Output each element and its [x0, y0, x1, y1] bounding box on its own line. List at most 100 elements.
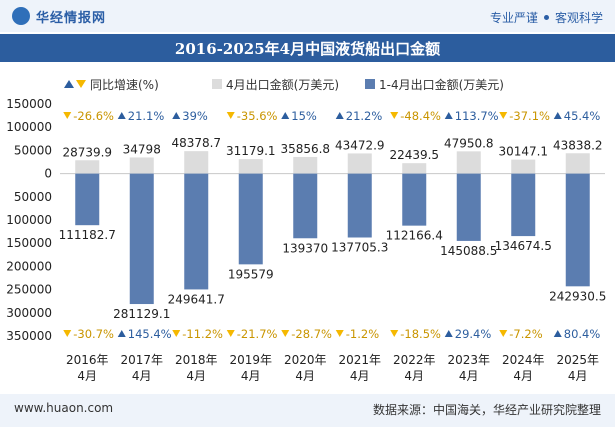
data-label-cumulative: 145088.5: [440, 244, 497, 258]
yoy-label-monthly: 113.7%: [455, 109, 499, 123]
yoy-cumulative-up-icon: [444, 330, 453, 337]
y-tick-label: 0: [44, 167, 52, 181]
data-label-cumulative: 242930.5: [549, 289, 606, 303]
data-label-monthly: 31179.1: [226, 144, 276, 158]
bar-cumulative: [565, 173, 590, 287]
yoy-label-cumulative: -30.7%: [73, 327, 114, 341]
bar-monthly: [511, 159, 536, 174]
bar-cumulative: [75, 173, 100, 226]
data-label-monthly: 22439.5: [389, 148, 439, 162]
yoy-cumulative-up-icon: [117, 330, 126, 337]
data-label-monthly: 48378.7: [171, 136, 221, 150]
data-label-cumulative: 249641.7: [168, 292, 225, 306]
bar-monthly: [293, 156, 318, 174]
bar-cumulative: [238, 173, 263, 265]
tagline-right: 客观科学: [554, 11, 603, 25]
x-tick-label-month: 4月: [77, 369, 97, 383]
yoy-label-cumulative: -11.2%: [182, 327, 223, 341]
legend-cumulative-label: 1-4月出口金额(万美元): [379, 77, 504, 92]
x-tick-label-year: 2017年: [120, 353, 163, 367]
brand-logo-icon: [12, 7, 30, 25]
x-tick-label-year: 2022年: [393, 353, 436, 367]
data-label-monthly: 34798: [123, 142, 161, 156]
bar-cumulative: [402, 173, 427, 226]
x-tick-label-month: 4月: [459, 369, 479, 383]
bar-monthly: [75, 160, 100, 174]
bar-monthly: [347, 153, 372, 174]
x-tick-label-month: 4月: [241, 369, 261, 383]
yoy-cumulative-down-icon: [226, 330, 235, 337]
yoy-monthly-down-icon: [63, 112, 72, 119]
x-tick-label-month: 4月: [132, 369, 152, 383]
y-tick-label: 150000: [6, 97, 52, 111]
tagline-dot-icon: [543, 15, 549, 20]
yoy-label-monthly: 39%: [182, 109, 208, 123]
y-tick-label: 150000: [6, 236, 52, 250]
yoy-label-cumulative: -28.7%: [291, 327, 332, 341]
data-label-cumulative: 195579: [228, 267, 274, 281]
yoy-monthly-down-icon: [226, 112, 235, 119]
y-tick-label: 100000: [6, 120, 52, 134]
footer-bar: [0, 394, 615, 427]
yoy-cumulative-down-icon: [390, 330, 399, 337]
tagline-left: 专业严谨: [489, 11, 538, 25]
yoy-cumulative-down-icon: [335, 330, 344, 337]
yoy-cumulative-up-icon: [553, 330, 562, 337]
bar-cumulative: [511, 173, 536, 237]
yoy-label-monthly: -48.4%: [400, 109, 441, 123]
x-tick-label-month: 4月: [186, 369, 206, 383]
y-tick-label: 50000: [14, 190, 52, 204]
data-label-cumulative: 281129.1: [113, 307, 170, 321]
yoy-monthly-down-icon: [390, 112, 399, 119]
brand[interactable]: 华经情报网: [12, 7, 107, 26]
yoy-label-cumulative: -7.2%: [509, 327, 542, 341]
legend-yoy-down-icon: [76, 80, 86, 88]
yoy-monthly-up-icon: [553, 112, 562, 119]
x-tick-label-year: 2019年: [229, 353, 272, 367]
chart-title: 2016-2025年4月中国液货船出口金额: [174, 39, 441, 58]
bar-cumulative: [293, 173, 318, 239]
data-label-cumulative: 112166.4: [386, 229, 443, 243]
yoy-label-monthly: 21.2%: [346, 109, 383, 123]
bar-cumulative: [184, 173, 209, 290]
x-tick-label-year: 2020年: [284, 353, 327, 367]
legend-yoy-label: 同比增速(%): [90, 78, 159, 92]
yoy-monthly-up-icon: [172, 112, 181, 119]
yoy-cumulative-down-icon: [281, 330, 290, 337]
x-tick-label-year: 2018年: [175, 353, 218, 367]
yoy-label-cumulative: 145.4%: [128, 327, 172, 341]
data-label-monthly: 30147.1: [498, 145, 548, 159]
legend-yoy-up-icon: [64, 80, 74, 88]
legend-monthly-label: 4月出口金额(万美元): [226, 77, 339, 92]
y-tick-label: 50000: [14, 143, 52, 157]
bar-monthly: [456, 151, 481, 174]
x-tick-label-year: 2016年: [66, 353, 109, 367]
yoy-label-monthly: 45.4%: [564, 109, 601, 123]
x-tick-label-month: 4月: [350, 369, 370, 383]
bar-monthly: [184, 151, 209, 174]
y-tick-label: 350000: [6, 329, 52, 343]
y-tick-label: 200000: [6, 259, 52, 273]
x-tick-label-month: 4月: [568, 369, 588, 383]
tagline: 专业严谨 客观科学: [490, 9, 603, 26]
bar-monthly: [129, 157, 154, 174]
bar-monthly: [238, 159, 263, 174]
yoy-cumulative-down-icon: [172, 330, 181, 337]
yoy-cumulative-down-icon: [63, 330, 72, 337]
yoy-label-cumulative: 80.4%: [564, 327, 601, 341]
footer-url[interactable]: www.huaon.com: [14, 401, 114, 415]
data-label-monthly: 35856.8: [280, 142, 330, 156]
legend-cumulative-swatch: [365, 79, 375, 89]
yoy-label-cumulative: -1.2%: [346, 327, 379, 341]
legend-monthly-swatch: [212, 79, 222, 89]
yoy-monthly-up-icon: [281, 112, 290, 119]
yoy-label-monthly: -37.1%: [509, 109, 550, 123]
data-label-monthly: 47950.8: [444, 136, 494, 150]
yoy-monthly-up-icon: [444, 112, 453, 119]
x-tick-label-year: 2021年: [338, 353, 381, 367]
x-tick-label-year: 2025年: [556, 353, 599, 367]
yoy-label-monthly: -26.6%: [73, 109, 114, 123]
x-tick-label-year: 2023年: [447, 353, 490, 367]
brand-name: 华经情报网: [36, 10, 107, 26]
